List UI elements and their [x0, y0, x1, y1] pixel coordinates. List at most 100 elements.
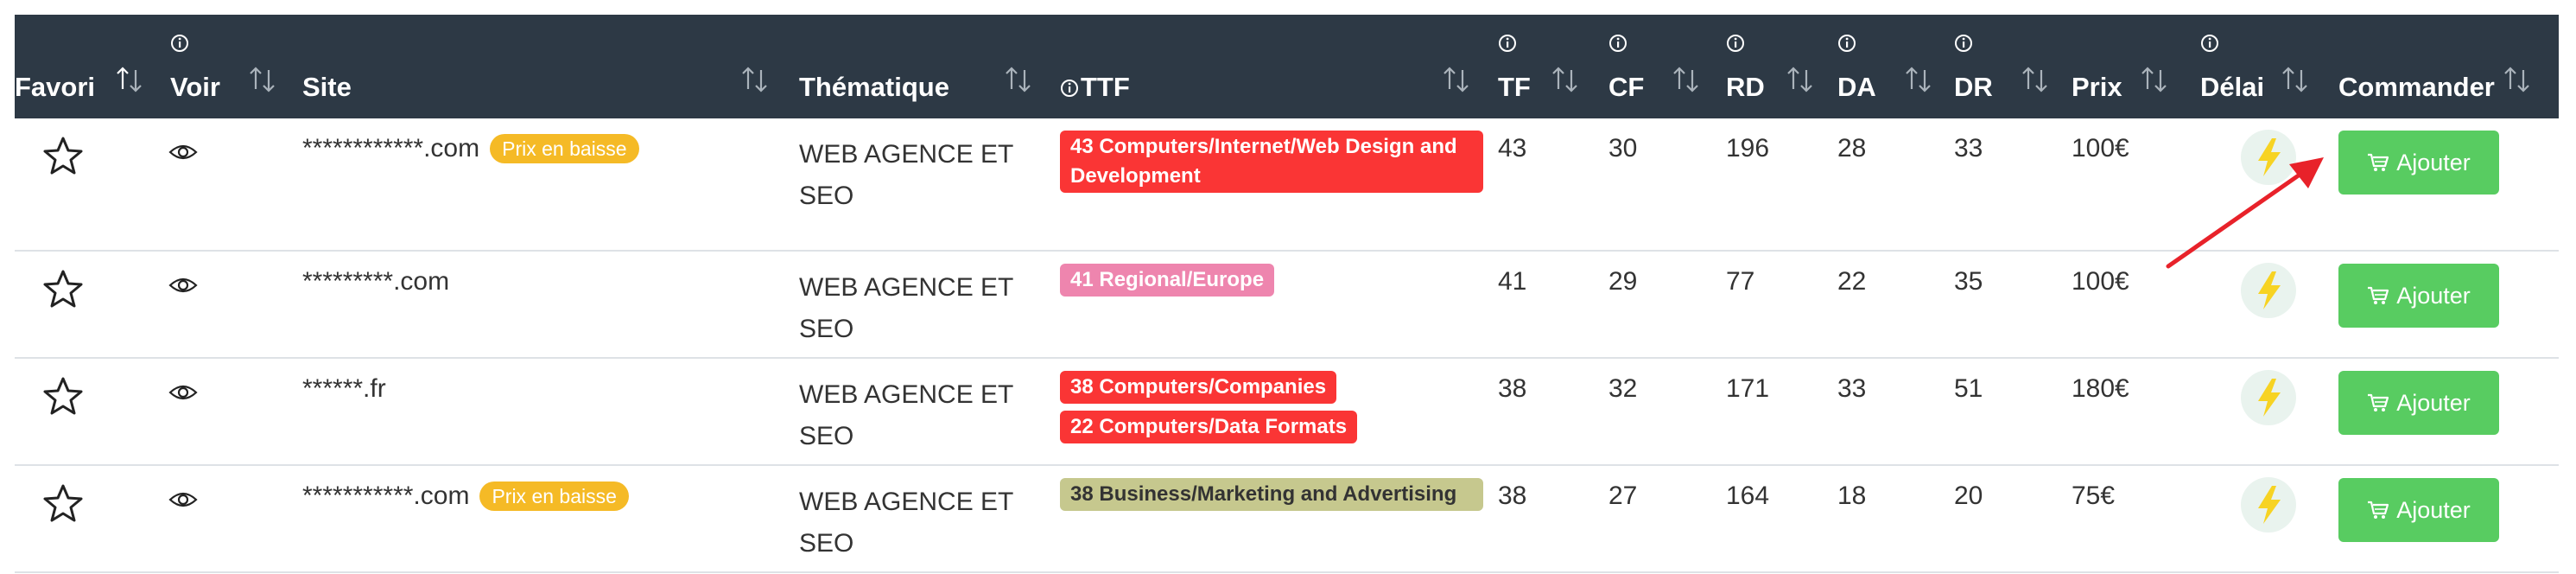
eye-icon[interactable] [168, 276, 198, 295]
tf-value: 38 [1498, 374, 1527, 403]
column-label-ttf: TTF [1060, 72, 1130, 103]
da-value: 22 [1837, 267, 1867, 296]
thematique-cell: WEB AGENCE ET SEO [799, 273, 1014, 343]
table-body: ************.com Prix en baisse WEB AGENCE… [15, 118, 2559, 573]
table-row: *********.com WEB AGENCE ET SEO 41 Regiona… [15, 252, 2559, 359]
tf-value: 38 [1498, 482, 1527, 510]
column-label-rd: RD [1726, 72, 1765, 102]
prix-value: 75€ [2072, 482, 2116, 510]
column-label-site: Site [302, 72, 352, 102]
site-cell: ***********.com Prix en baisse [302, 482, 629, 511]
sort-icon[interactable] [248, 65, 277, 94]
rd-value: 171 [1726, 374, 1770, 403]
sort-icon[interactable] [1551, 65, 1580, 94]
sort-icon[interactable] [1672, 65, 1701, 94]
add-to-cart-button[interactable]: Ajouter [2338, 264, 2499, 328]
bolt-icon [2258, 486, 2281, 524]
tf-value: 43 [1498, 134, 1527, 163]
da-value: 33 [1837, 374, 1867, 403]
sort-icon[interactable] [1442, 65, 1471, 94]
ttf-cell: 43 Computers/Internet/Web Design and Dev… [1060, 131, 1483, 200]
star-icon[interactable] [43, 136, 83, 175]
add-button-label: Ajouter [2396, 149, 2471, 175]
column-label-tf: TF [1498, 72, 1531, 102]
info-icon [1727, 35, 1744, 52]
prix-value: 100€ [2072, 134, 2129, 163]
bolt-icon [2258, 379, 2281, 417]
ttf-badge: 22 Computers/Data Formats [1060, 411, 1358, 443]
delai-badge [2241, 370, 2296, 425]
site-name[interactable]: ***********.com [302, 482, 470, 510]
add-button-label: Ajouter [2396, 496, 2471, 523]
price-drop-badge: Prix en baisse [490, 134, 639, 163]
info-icon [171, 35, 188, 52]
sites-table: Favori Voir Site Thématique TTF TF CF RD… [15, 15, 2559, 573]
info-icon [2201, 35, 2218, 52]
column-label-cf: CF [1608, 72, 1645, 102]
sort-icon[interactable] [115, 65, 144, 94]
thematique-cell: WEB AGENCE ET SEO [799, 140, 1014, 210]
star-icon[interactable] [43, 376, 83, 416]
sort-icon[interactable] [2281, 65, 2310, 94]
add-button-label: Ajouter [2396, 389, 2471, 416]
da-value: 18 [1837, 482, 1867, 510]
site-cell: ******.fr [302, 374, 386, 404]
sort-icon[interactable] [1786, 65, 1815, 94]
dr-value: 51 [1954, 374, 1983, 403]
cart-icon [2368, 501, 2389, 519]
eye-icon[interactable] [168, 490, 198, 509]
eye-icon[interactable] [168, 143, 198, 162]
tf-value: 41 [1498, 267, 1527, 296]
cf-value: 32 [1608, 374, 1638, 403]
delai-badge [2241, 477, 2296, 533]
prix-value: 180€ [2072, 374, 2129, 403]
rd-value: 164 [1726, 482, 1770, 510]
ttf-badge: 41 Regional/Europe [1060, 264, 1275, 297]
sort-icon[interactable] [1004, 65, 1033, 94]
sort-icon[interactable] [2021, 65, 2050, 94]
info-icon [1955, 35, 1972, 52]
site-name[interactable]: ******.fr [302, 374, 386, 403]
ttf-cell: 38 Business/Marketing and Advertising [1060, 478, 1483, 518]
bolt-icon [2258, 138, 2281, 176]
price-drop-badge: Prix en baisse [479, 482, 629, 511]
info-icon [1838, 35, 1856, 52]
ttf-badge: 43 Computers/Internet/Web Design and Dev… [1060, 131, 1483, 193]
column-label-commander: Commander [2338, 72, 2495, 102]
site-name[interactable]: ************.com [302, 134, 480, 163]
column-label-prix: Prix [2072, 72, 2122, 102]
add-to-cart-button[interactable]: Ajouter [2338, 371, 2499, 435]
add-to-cart-button[interactable]: Ajouter [2338, 478, 2499, 542]
cart-icon [2368, 153, 2389, 171]
add-to-cart-button[interactable]: Ajouter [2338, 131, 2499, 195]
star-icon[interactable] [43, 483, 83, 523]
cf-value: 30 [1608, 134, 1638, 163]
column-label-thematique: Thématique [799, 72, 949, 102]
dr-value: 35 [1954, 267, 1983, 296]
bolt-icon [2258, 271, 2281, 309]
add-button-label: Ajouter [2396, 282, 2471, 309]
site-name[interactable]: *********.com [302, 267, 450, 296]
delai-badge [2241, 263, 2296, 318]
star-icon[interactable] [43, 269, 83, 309]
delai-badge [2241, 130, 2296, 185]
column-label-delai: Délai [2200, 72, 2265, 102]
sort-icon[interactable] [740, 65, 770, 94]
cf-value: 27 [1608, 482, 1638, 510]
sort-icon[interactable] [1904, 65, 1933, 94]
rd-value: 77 [1726, 267, 1755, 296]
cart-icon [2368, 286, 2389, 304]
column-label-dr: DR [1954, 72, 1993, 102]
thematique-cell: WEB AGENCE ET SEO [799, 488, 1014, 558]
table-row: ************.com Prix en baisse WEB AGENCE… [15, 118, 2559, 252]
dr-value: 33 [1954, 134, 1983, 163]
eye-icon[interactable] [168, 383, 198, 402]
table-row: ***********.com Prix en baisse WEB AGENCE … [15, 466, 2559, 573]
ttf-badge: 38 Business/Marketing and Advertising [1060, 478, 1483, 511]
cart-icon [2368, 393, 2389, 411]
column-label-favori: Favori [15, 72, 96, 102]
sort-icon[interactable] [2140, 65, 2169, 94]
table-header: Favori Voir Site Thématique TTF TF CF RD… [15, 15, 2559, 118]
sort-icon[interactable] [2503, 65, 2532, 94]
info-icon [1061, 80, 1078, 97]
